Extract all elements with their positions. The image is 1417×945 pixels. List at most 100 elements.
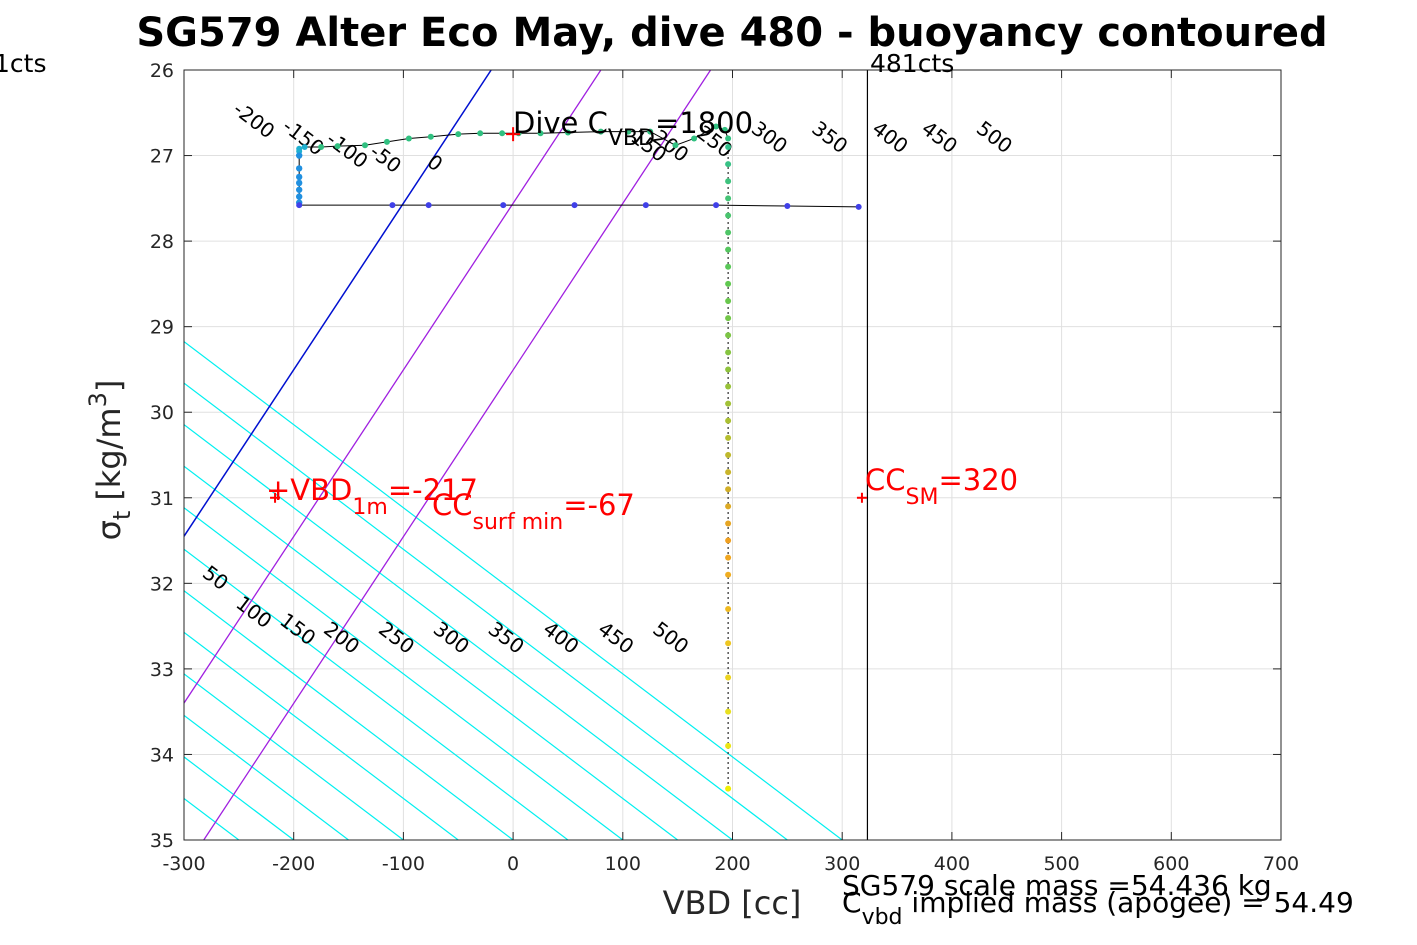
- dive-top-point: [499, 130, 506, 137]
- profile-point: [725, 332, 732, 339]
- climb-point: [784, 203, 791, 210]
- profile-point: [725, 315, 732, 322]
- profile-point: [725, 349, 732, 356]
- blue-contour-line: [184, 70, 492, 537]
- y-label-close: ]: [90, 380, 128, 392]
- dive-top-point: [318, 144, 325, 150]
- implied-mass-prefix: C: [842, 886, 862, 919]
- profile-point: [725, 417, 732, 424]
- dive-top-point: [537, 130, 544, 137]
- x-tick-label: -300: [162, 853, 205, 875]
- vbd-1m-sub: 1m: [352, 495, 387, 520]
- dive-top-point: [427, 133, 434, 140]
- cc-sm-prefix: CC: [865, 463, 906, 497]
- axes: [183, 69, 1282, 841]
- dive-top-point: [455, 131, 462, 138]
- profile-point: [725, 785, 732, 792]
- contour-label: 0: [423, 149, 448, 176]
- left-count-label: 1cts: [0, 49, 46, 78]
- profile-point: [725, 434, 732, 441]
- profile-point: [725, 366, 732, 373]
- contour-label: 300: [747, 116, 792, 158]
- vbd-1m-value: =-217: [388, 473, 478, 507]
- climb-point: [296, 202, 303, 209]
- dive-c-vbd-value: =1800: [655, 106, 753, 140]
- x-tick-label: -200: [272, 853, 315, 875]
- red-plus-marker: [506, 127, 521, 142]
- climb-point: [571, 202, 578, 209]
- y-tick-label: 35: [150, 830, 174, 852]
- profile-point: [725, 280, 732, 287]
- dive-top-point: [477, 130, 484, 137]
- climb-point: [425, 202, 432, 209]
- dive-c-vbd-annotation: Dive CVBD=1800: [513, 106, 753, 151]
- profile-point: [725, 554, 732, 561]
- contour-line: [184, 756, 295, 840]
- y-tick-label: 31: [150, 488, 174, 510]
- dive-top-point: [564, 129, 571, 136]
- red-plus-marker: [270, 492, 281, 503]
- contour-line: [184, 714, 349, 840]
- profile-point: [725, 486, 732, 493]
- climb-point: [389, 202, 396, 209]
- climb-point: [642, 202, 649, 209]
- cc-surf-min-prefix: CC: [432, 488, 473, 522]
- y-label-symbol: σ: [90, 520, 128, 540]
- series-points: [270, 123, 867, 792]
- profile-point: [725, 571, 732, 578]
- profile-point: [725, 298, 732, 304]
- contour-label: -200: [229, 97, 280, 144]
- climb-point: [713, 202, 720, 209]
- contour-line: [184, 590, 514, 840]
- dive-c-vbd-prefix: Dive C: [513, 106, 608, 140]
- profile-point: [725, 263, 732, 270]
- profile-point: [725, 400, 732, 407]
- contour-line: [0, 70, 19, 840]
- y-label-unit: [kg/m: [90, 407, 128, 500]
- dive-top-point: [362, 142, 369, 149]
- contour-line: [184, 423, 733, 840]
- tick-labels: -300 -200 -100 0 100 200 300 400 500 600 700262728…: [150, 60, 1299, 875]
- profile-point: [725, 178, 732, 185]
- y-tick-label: 34: [150, 744, 174, 766]
- profile-point: [725, 469, 732, 476]
- y-tick-label: 27: [150, 146, 174, 168]
- dive-top-point: [625, 128, 632, 135]
- left-column-point: [295, 193, 303, 200]
- y-tick-label: 33: [150, 659, 174, 681]
- contour-label: 400: [868, 116, 913, 158]
- x-tick-label: 200: [714, 853, 750, 875]
- vbd-1m-annotation: +VBD1m=-217: [266, 473, 478, 520]
- dive-top-point: [721, 126, 728, 133]
- contour-label: -100: [322, 127, 373, 174]
- y-tick-label: 32: [150, 573, 174, 595]
- scale-mass-text: SG579 scale mass =54.436 kg: [842, 869, 1272, 902]
- y-tick-label: 30: [150, 402, 174, 424]
- dive-top-point: [334, 143, 341, 150]
- contour-label: 350: [484, 617, 529, 659]
- grid: [183, 69, 1282, 841]
- profile-point: [725, 452, 732, 458]
- climb-point: [500, 202, 507, 209]
- x-tick-label: 500: [1043, 853, 1079, 875]
- x-tick-label: 700: [1263, 853, 1299, 875]
- x-axis-label: VBD [cc]: [663, 884, 802, 922]
- dive-top-point: [725, 135, 732, 142]
- profile-point: [725, 537, 732, 544]
- profile-point: [725, 708, 732, 715]
- contour-line: [184, 631, 459, 840]
- contour-label: 350: [808, 116, 853, 158]
- dive-top-point: [383, 138, 390, 145]
- dive-top-point: [691, 135, 698, 142]
- cc-surf-min-sub: surf min: [473, 510, 564, 535]
- implied-mass-text: Cvbd implied mass (apogee) = 54.49: [842, 886, 1354, 930]
- x-tick-label: 300: [824, 853, 860, 875]
- contour-label: 450: [594, 617, 639, 659]
- profile-point: [725, 383, 732, 390]
- contour-line: [184, 340, 843, 840]
- left-column-point: [295, 165, 303, 172]
- left-column-point: [295, 186, 303, 193]
- left-column-point: [295, 173, 303, 181]
- chart-title: SG579 Alter Eco May, dive 480 - buoyancy…: [136, 10, 1327, 56]
